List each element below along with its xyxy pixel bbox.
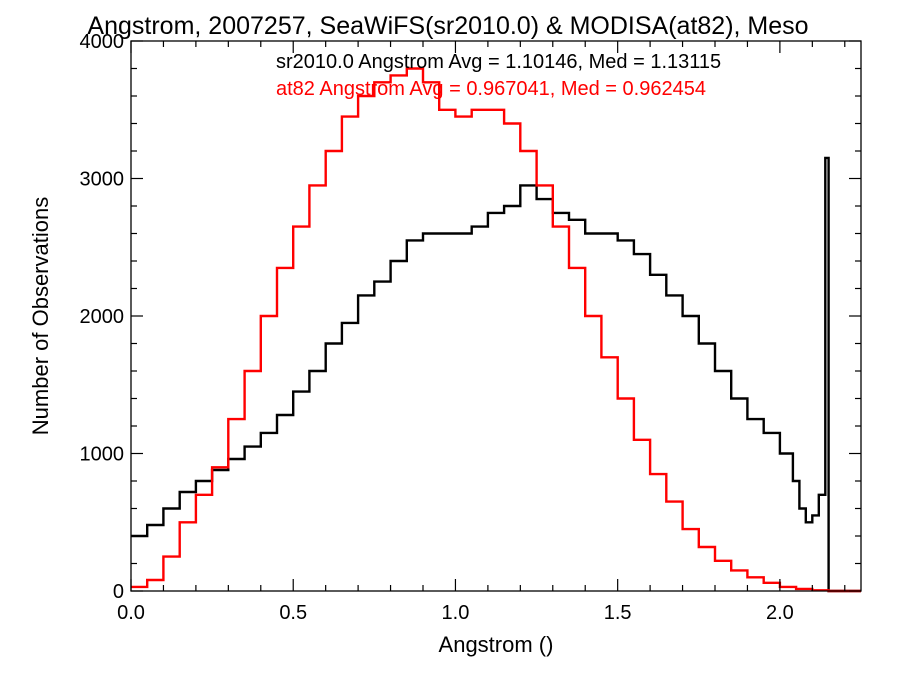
- y-tick-label: 2000: [80, 306, 125, 328]
- x-tick-label: 2.0: [766, 602, 794, 624]
- y-tick-label: 1000: [80, 444, 125, 466]
- y-axis: 0 1000 2000 3000 4000: [80, 31, 861, 603]
- x-tick-label: 1.0: [442, 602, 470, 624]
- x-axis: 0.0 0.5 1.0 1.5 2.0: [117, 41, 846, 624]
- chart-title: Angstrom, 2007257, SeaWiFS(sr2010.0) & M…: [87, 12, 808, 40]
- plot-area: [131, 67, 861, 593]
- y-tick-label: 4000: [80, 31, 125, 53]
- series-at82-line: [131, 67, 861, 593]
- x-tick-label: 1.5: [604, 602, 632, 624]
- y-tick-label: 0: [113, 581, 124, 603]
- plot-frame: [130, 40, 862, 592]
- legend-annotation-black: sr2010.0 Angstrom Avg = 1.10146, Med = 1…: [276, 51, 721, 73]
- y-tick-label: 3000: [80, 169, 125, 191]
- x-axis-label: Angstrom (): [439, 632, 554, 657]
- x-tick-label: 0.0: [117, 602, 145, 624]
- x-tick-label: 0.5: [279, 602, 307, 624]
- legend-annotation-red: at82 Angstrom Avg = 0.967041, Med = 0.96…: [276, 78, 706, 100]
- y-axis-label: Number of Observations: [28, 197, 53, 435]
- series-sr2010-line: [131, 156, 861, 593]
